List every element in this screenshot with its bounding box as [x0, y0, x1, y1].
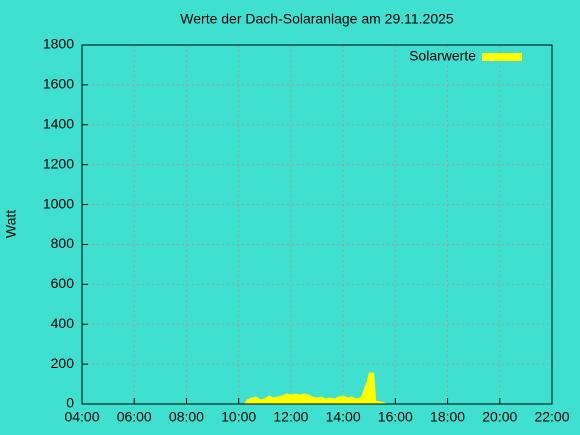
x-tick-label: 08:00 [169, 409, 204, 425]
y-tick-label: 1000 [43, 195, 74, 211]
y-tick-label: 1400 [43, 115, 74, 131]
x-tick-label: 10:00 [221, 409, 256, 425]
y-tick-label: 200 [51, 355, 75, 371]
plot-border [81, 44, 553, 405]
x-tick-label: 04:00 [64, 409, 99, 425]
x-tick-label: 16:00 [378, 409, 413, 425]
y-tick-label: 400 [51, 315, 75, 331]
y-tick-label: 1200 [43, 155, 74, 171]
legend-label: Solarwerte [409, 48, 476, 64]
y-tick-label: 800 [51, 235, 75, 251]
x-tick-label: 22:00 [534, 409, 569, 425]
y-axis-label: Watt [3, 210, 19, 238]
chart-title: Werte der Dach-Solaranlage am 29.11.2025 [180, 11, 454, 27]
x-tick-label: 18:00 [430, 409, 465, 425]
y-tick-label: 600 [51, 275, 75, 291]
x-tick-label: 20:00 [482, 409, 517, 425]
x-tick-label: 12:00 [273, 409, 308, 425]
legend-swatch [482, 53, 522, 61]
x-tick-label: 14:00 [326, 409, 361, 425]
area [244, 372, 387, 405]
y-tick-label: 1800 [43, 36, 74, 52]
x-tick-label: 06:00 [117, 409, 152, 425]
y-tick-label: 0 [66, 395, 74, 411]
y-tick-label: 1600 [43, 76, 74, 92]
